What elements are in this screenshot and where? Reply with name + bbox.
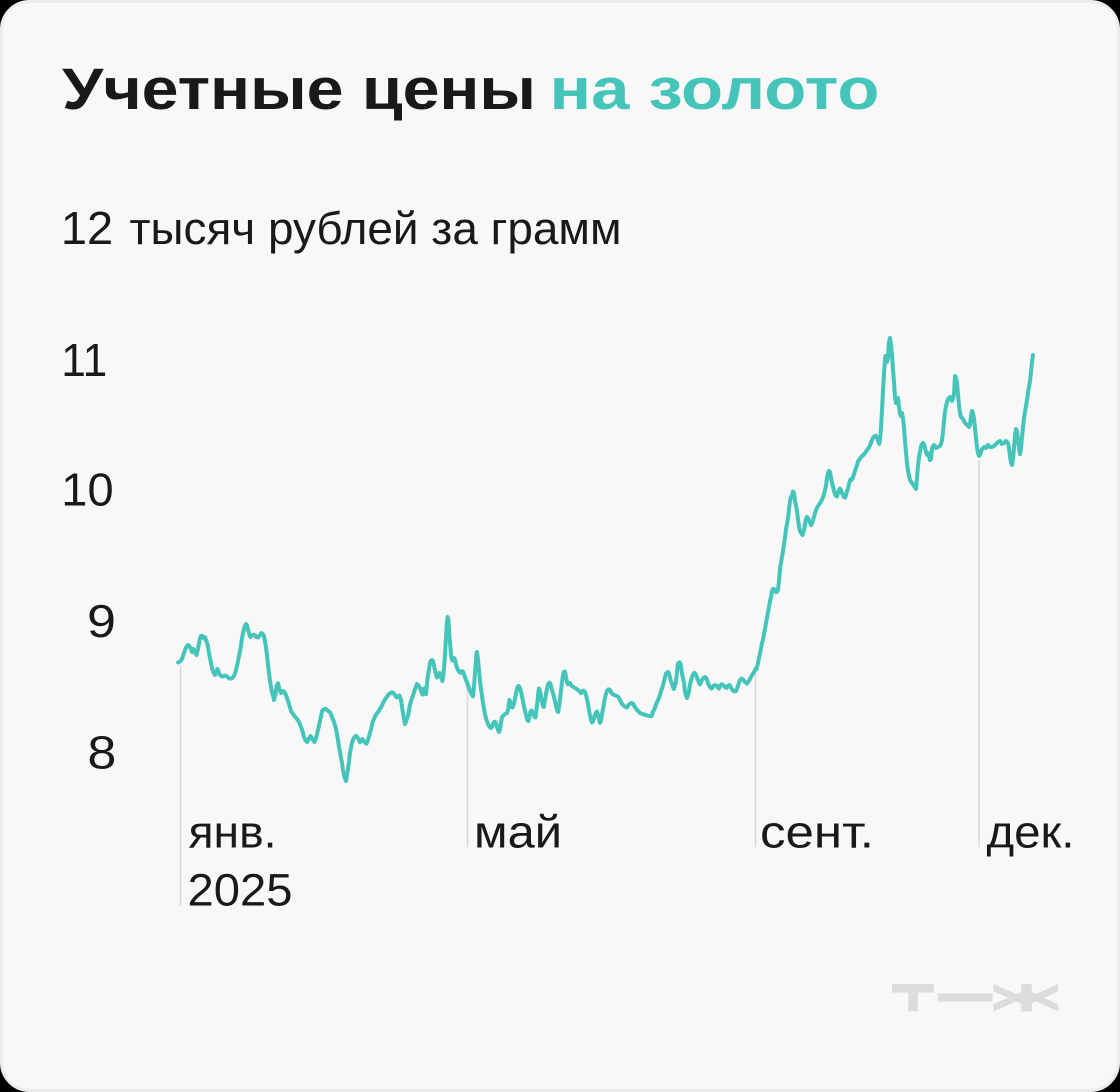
svg-text:янв.: янв. [189, 807, 277, 858]
svg-text:9: 9 [87, 595, 116, 647]
svg-text:сент.: сент. [760, 807, 874, 858]
svg-text:май: май [474, 807, 562, 858]
svg-text:на золото: на золото [550, 57, 880, 122]
svg-text:11: 11 [61, 334, 107, 386]
svg-text:тысяч рублей за грамм: тысяч рублей за грамм [130, 203, 622, 254]
svg-text:8: 8 [87, 726, 116, 778]
svg-text:Учетные цены: Учетные цены [62, 57, 536, 122]
svg-text:дек.: дек. [987, 807, 1075, 858]
svg-text:10: 10 [61, 463, 113, 515]
svg-text:2025: 2025 [188, 865, 293, 916]
svg-text:12: 12 [61, 202, 113, 254]
